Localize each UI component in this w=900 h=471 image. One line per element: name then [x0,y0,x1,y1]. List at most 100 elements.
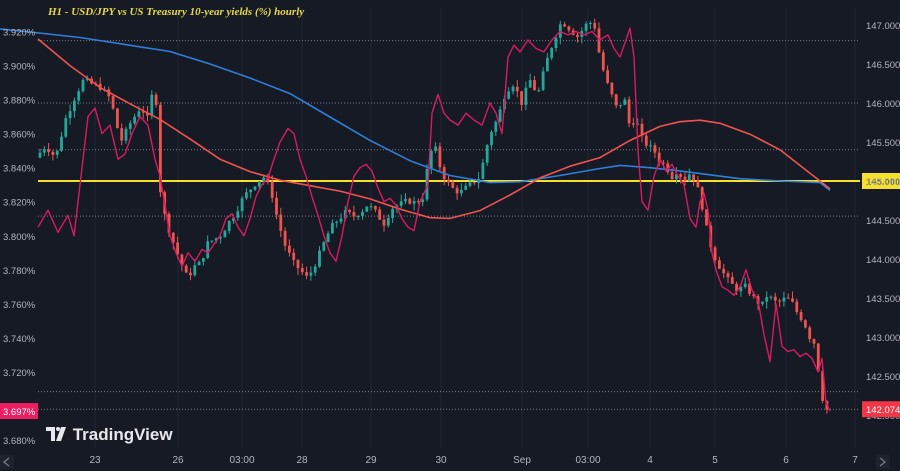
candle [795,298,799,315]
right-tick-label: 143.000 [866,333,900,344]
vertical-gridlines [94,8,856,448]
candle [460,183,463,197]
candle [485,144,489,167]
candle [391,207,394,224]
yield-line [37,27,831,412]
candle [481,158,485,180]
candle [240,195,244,218]
x-scroll-right-icon[interactable] [876,455,890,469]
candle [722,263,726,279]
candle [42,146,46,157]
candle [326,231,330,243]
candle [472,181,476,186]
candle [339,213,343,224]
candle [429,149,433,175]
chart-title: H1 - USD/JPY vs US Treasury 10-year yiel… [47,6,304,18]
candle [816,343,820,373]
candle [335,220,339,228]
candle [769,295,773,300]
yield-last-label: 3.697% [3,407,36,418]
candle [713,245,717,264]
x-scroll-left-icon[interactable] [0,455,14,469]
candle [223,229,227,238]
candle [253,186,257,191]
candle [331,219,334,234]
candle [640,118,644,143]
candle [348,208,351,215]
x-tick-label: 7 [852,455,858,466]
x-tick-label: 6 [783,455,789,466]
left-tick-label: 3.860% [3,130,36,141]
candle [726,271,730,284]
candle [180,253,184,272]
right-tick-label: 147.000 [866,21,900,32]
x-tick-label: 4 [647,455,653,466]
candle [111,95,115,111]
candle [498,105,502,123]
x-tick-label: 28 [296,455,308,466]
candle [51,149,55,161]
moving-average-line [0,28,831,192]
candle [705,209,708,226]
candle [120,123,124,146]
left-tick-label: 3.740% [3,334,36,345]
candle [197,260,201,266]
right-tick-label: 145.500 [866,138,900,149]
candle [576,32,579,43]
x-tick-label: 29 [365,455,377,466]
candle [524,81,528,111]
candle [537,87,541,93]
candle [761,301,764,307]
candle [589,21,592,30]
candle [124,126,128,144]
left-tick-label: 3.780% [3,266,36,277]
left-tick-label: 3.900% [3,62,36,73]
candle [404,193,407,205]
candle [718,256,721,269]
candle [73,97,76,118]
candle [288,239,291,257]
candle [765,291,769,309]
candle [386,214,390,228]
x-tick-label: 30 [435,455,447,466]
candle [249,189,253,199]
candle [597,22,601,54]
right-tick-label: 142.500 [866,372,900,383]
candle [490,130,493,149]
candle [412,196,416,211]
left-tick-label: 3.840% [3,164,36,175]
candle [511,84,515,95]
candle [743,277,747,289]
candle [666,160,670,175]
candle [636,118,640,126]
candle [808,325,812,343]
candle [361,208,364,220]
x-tick-label: Sep [513,455,531,466]
candle [683,171,687,186]
candle [374,205,377,213]
candle [227,220,231,234]
candle [365,206,369,213]
left-tick-label: 3.920% [3,28,36,39]
candle [47,142,50,157]
candle [356,215,360,220]
candle [292,248,296,266]
candle [494,120,498,136]
candle [593,18,597,32]
price-last-label: 142.074 [866,405,900,416]
candle [202,257,205,266]
candle [679,172,683,184]
right-tick-label: 146.000 [866,99,900,110]
right-tick-label: 143.500 [866,294,900,305]
candle [451,179,455,189]
candle [782,291,786,307]
x-tick-label: 03:00 [575,455,600,466]
candle [812,338,816,349]
candle [55,150,59,159]
candle [128,120,132,135]
candle [210,240,214,244]
candle [778,298,781,308]
left-tick-label: 3.880% [3,96,36,107]
candle [408,197,412,205]
